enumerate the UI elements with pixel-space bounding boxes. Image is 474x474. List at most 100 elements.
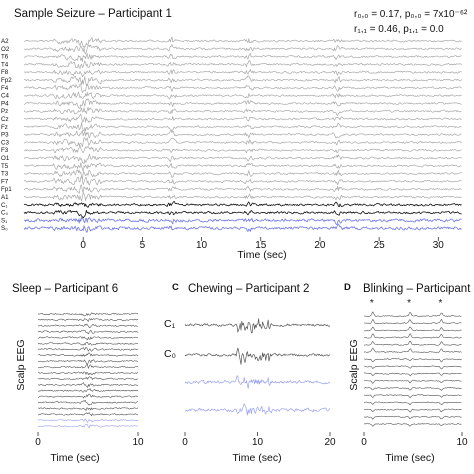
panel-c-trace-s2: [184, 375, 331, 389]
panel-a-channel-label: T4: [1, 61, 9, 68]
panel-c-trace-s3: [184, 403, 331, 416]
panel-a-channel-label: F4: [1, 85, 9, 92]
panel-a-channel-label: C₀: [1, 210, 8, 217]
panel-a-stat-line-1: r₀,₀ = 0.17, p₀,₀ = 7x10⁻⁶²: [354, 9, 468, 20]
panel-a-trace-F4: [23, 83, 462, 93]
panel-a-channel-labels: A2O2T6T4F8Fp2F4C4P4PzCzFzP3C3F3O1T5T3F7F…: [1, 38, 12, 232]
panel-b-trace: [37, 393, 139, 399]
panel-a-channel-label: Fp1: [1, 186, 12, 193]
panel-d-trace: [363, 408, 462, 413]
panel-b-trace: [37, 359, 139, 365]
panel-b-trace: [37, 382, 139, 388]
panel-c-x-tick-label: 10: [252, 437, 264, 448]
panel-b-x-tick-label: 10: [132, 437, 144, 448]
panel-d-y-label: Scalp EEG: [348, 339, 360, 390]
panel-b-trace: [37, 399, 139, 406]
panel-d-x-label: Time (sec): [385, 452, 434, 464]
panel-d-trace: [363, 415, 462, 420]
panel-b-trace: [37, 388, 139, 393]
panel-a-channel-label: F3: [1, 147, 9, 154]
panel-d-trace: [363, 358, 462, 363]
panel-c-x-tick-label: 0: [182, 437, 188, 448]
panel-b-y-label: Scalp EEG: [15, 339, 27, 390]
panel-d-trace: [363, 372, 462, 377]
panel-a-trace-Fp1: [23, 184, 462, 194]
panel-d-trace: [363, 423, 462, 427]
panel-d-x-ticks: 0 10: [361, 432, 468, 448]
panel-a-x-tick-label: 30: [433, 240, 445, 251]
panel-c-x-tick-label: 20: [324, 437, 336, 448]
panel-a-trace-P4: [23, 98, 462, 110]
panel-a-x-tick-label: 25: [374, 240, 386, 251]
panel-c: C Chewing – Participant 2 C₁ C₀ 0 10 20 Ti…: [164, 282, 336, 464]
panel-b-trace: [37, 318, 139, 322]
panel-a-channel-label: S₀: [1, 225, 8, 232]
panel-a-channel-label: T5: [1, 163, 9, 170]
panel-a-trace-Fz: [23, 122, 462, 132]
panel-a-trace-O1: [23, 153, 462, 165]
panel-a-channel-label: O1: [1, 155, 10, 162]
panel-d-trace: [363, 318, 462, 325]
panel-a-channel-label: A1: [1, 194, 9, 201]
panel-b-title: Sleep – Participant 6: [12, 283, 118, 295]
panel-d-trace: [363, 311, 462, 318]
panel-a-trace-F3: [23, 144, 462, 154]
panel-b-trace: [37, 418, 139, 423]
panel-b-x-label: Time (sec): [50, 452, 99, 464]
panel-a-stat-line-2: r₁,₁ = 0.46, p₁,₁ = 0.0: [354, 24, 444, 35]
panel-a-trace-C4: [23, 91, 462, 100]
panel-b-trace: [37, 329, 139, 335]
panel-a-x-tick-label: 5: [140, 240, 146, 251]
panel-d-x-tick-label: 10: [456, 437, 468, 448]
panel-b-trace: [37, 412, 139, 417]
panel-a-x-label: Time (sec): [237, 249, 286, 261]
panel-a-channel-label: P4: [1, 100, 9, 107]
panel-a-trace-T5: [23, 162, 462, 173]
panel-d-trace: [363, 387, 462, 391]
panel-c-x-ticks: 0 10 20: [182, 432, 336, 448]
panel-a-channel-label: S₁: [1, 217, 7, 224]
panel-a-traces: [23, 36, 462, 233]
panel-a-channel-label: C4: [1, 93, 9, 100]
panel-b-trace: [37, 346, 139, 352]
panel-a-channel-label: Fp2: [1, 77, 12, 84]
panel-a-trace-T4: [23, 60, 462, 69]
panel-c-trace-C₁: [184, 318, 331, 334]
panel-d-blink-markers: * * *: [370, 298, 443, 309]
panel-d-trace: [363, 401, 462, 405]
panel-a-channel-label: T6: [1, 54, 9, 61]
panel-a-channel-label: Cz: [1, 116, 9, 123]
panel-b-trace: [37, 312, 139, 317]
panel-b-trace: [37, 323, 139, 329]
panel-a-channel-label: C₁: [1, 202, 8, 209]
panel-a-x-tick-label: 10: [196, 240, 208, 251]
panel-b-trace: [37, 342, 139, 346]
panel-d: D Blinking – Participant 4 Scalp EEG * * *…: [344, 282, 474, 464]
panel-c-letter: C: [172, 282, 179, 293]
panel-a-trace-Cz: [23, 113, 462, 123]
panel-a-channel-label: T3: [1, 171, 9, 178]
panel-a-channel-label: Pz: [1, 108, 8, 115]
panel-d-x-tick-label: 0: [361, 437, 367, 448]
panel-a-channel-label: F8: [1, 69, 9, 76]
panel-b-trace: [37, 371, 139, 376]
panel-b: Sleep – Participant 6 Scalp EEG 0 10 Time…: [12, 283, 144, 464]
panel-a-channel-label: P3: [1, 132, 9, 139]
panel-a-channel-label: F7: [1, 178, 9, 185]
panel-a-channel-label: C3: [1, 139, 9, 146]
panel-a-trace-O2: [24, 44, 462, 55]
panel-a-trace-P3: [23, 130, 462, 139]
panel-c-traces: [184, 318, 331, 416]
panel-b-trace: [37, 407, 139, 411]
panel-a: Sample Seizure – Participant 1 r₀,₀ = 0.…: [1, 8, 468, 261]
panel-a-x-tick-label: 20: [314, 240, 326, 251]
panel-a-trace-C₁: [23, 201, 462, 208]
panel-d-blink-marker: *: [407, 298, 411, 309]
panel-a-trace-C₀: [23, 209, 462, 219]
panel-d-letter: D: [344, 282, 351, 293]
panel-d-trace: [363, 365, 462, 370]
panel-d-blink-marker: *: [438, 298, 442, 309]
panel-d-blink-marker: *: [370, 298, 374, 309]
panel-a-x-ticks: 0 5 10 15 20 25 30: [80, 237, 444, 251]
